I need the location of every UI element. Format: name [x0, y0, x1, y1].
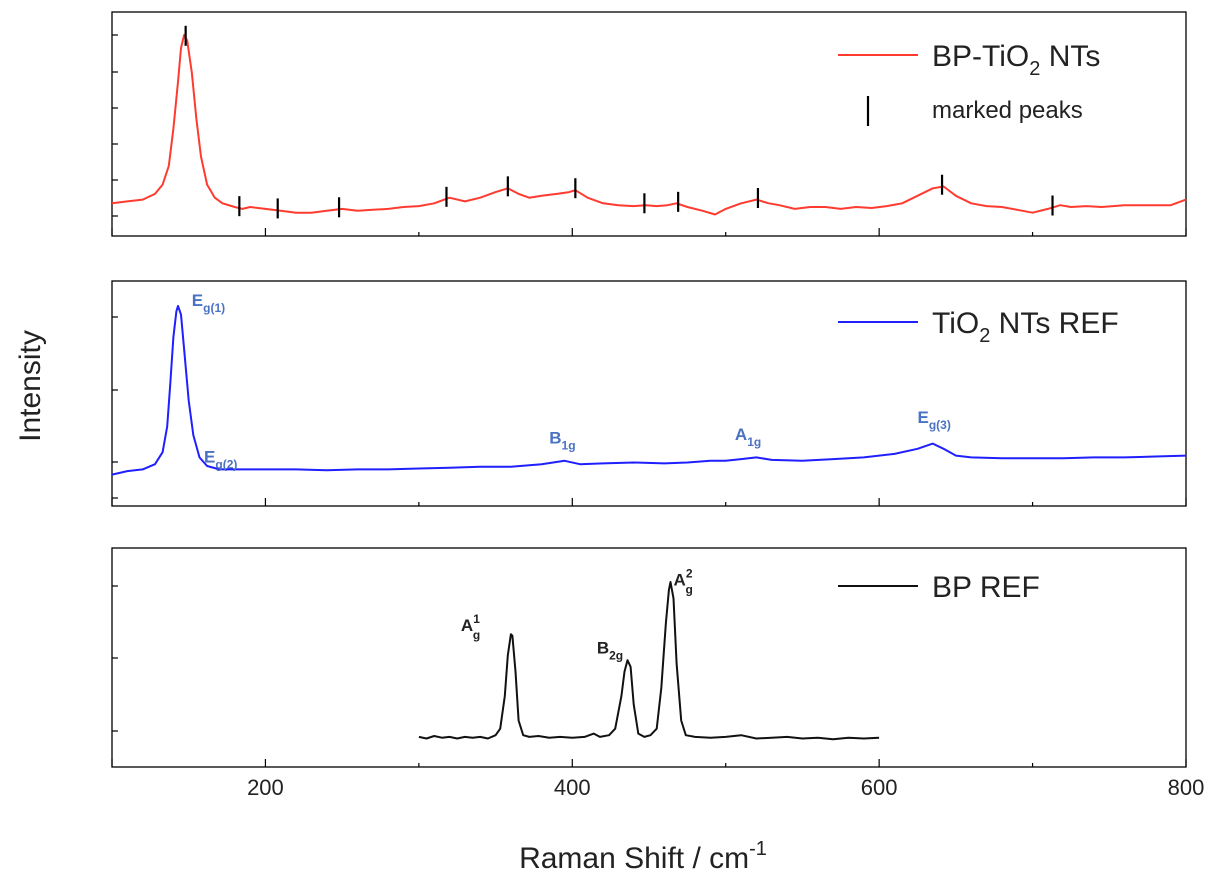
- plot-frame: [111, 280, 1187, 507]
- panel-bp-tio2: BP-TiO2 NTs marked peaks: [111, 11, 1187, 237]
- series-line-bp-ref: [418, 581, 880, 741]
- legend-label-part: TiO: [932, 307, 979, 340]
- legend-marker-label: marked peaks: [932, 97, 1083, 124]
- peak-label-sub: 1g: [562, 439, 576, 453]
- x-axis-title: Raman Shift / cm-1: [519, 838, 767, 875]
- peak-label: Eg(1): [192, 291, 225, 315]
- peak-label-symbol: E: [204, 448, 215, 467]
- peak-label-sub: 2g: [609, 649, 623, 663]
- x-tick-label: 800: [1168, 775, 1205, 800]
- peak-label-sub: g(2): [215, 458, 237, 472]
- legend-label: TiO2 NTs REF: [932, 307, 1119, 347]
- peak-label-symbol: A: [461, 616, 473, 635]
- peak-label: Eg(2): [204, 448, 237, 472]
- x-tick-label: 400: [554, 775, 591, 800]
- peak-label-sub: g: [473, 628, 480, 642]
- legend-label-part: NTs REF: [990, 307, 1118, 340]
- peak-label: A1 g: [461, 612, 480, 642]
- peak-label-sub: g: [686, 582, 693, 596]
- peak-label: Eg(3): [918, 408, 951, 432]
- x-axis-title-sup: -1: [749, 838, 767, 860]
- x-tick-label: 200: [247, 775, 284, 800]
- legend-label-part: NTs: [1040, 40, 1100, 73]
- peak-label-symbol: E: [918, 408, 929, 427]
- peak-label-symbol: A: [735, 425, 747, 444]
- legend-label-part: BP-TiO: [932, 40, 1029, 73]
- peak-label: B2g: [597, 639, 623, 663]
- peak-label: B1g: [549, 429, 575, 453]
- peak-label-symbol: B: [597, 639, 609, 658]
- legend-label: BP-TiO2 NTs: [932, 40, 1100, 80]
- plot-frame: [111, 11, 1187, 237]
- peak-label-sub: g(3): [929, 418, 951, 432]
- legend-label-part: BP REF: [932, 571, 1040, 604]
- legend-label: BP REF: [932, 571, 1040, 604]
- legend-label-part: 2: [1029, 58, 1040, 80]
- peak-label-sub: 1g: [747, 435, 761, 449]
- legend-label-part: 2: [979, 325, 990, 347]
- peak-label: A1g: [735, 425, 761, 449]
- peak-label-symbol: E: [192, 291, 203, 310]
- peak-label-sup: 1: [473, 612, 480, 626]
- y-axis-title: Intensity: [14, 330, 47, 442]
- x-axis-title-main: Raman Shift / cm: [519, 842, 749, 875]
- x-tick-label: 600: [861, 775, 898, 800]
- peak-label-sub: g(1): [203, 301, 225, 315]
- peak-label-symbol: A: [674, 570, 686, 589]
- peak-label-symbol: B: [549, 429, 561, 448]
- series-line-tio2-nts-ref: [111, 305, 1187, 476]
- peak-label-sup: 2: [686, 566, 693, 580]
- peak-label: A2 g: [674, 566, 693, 596]
